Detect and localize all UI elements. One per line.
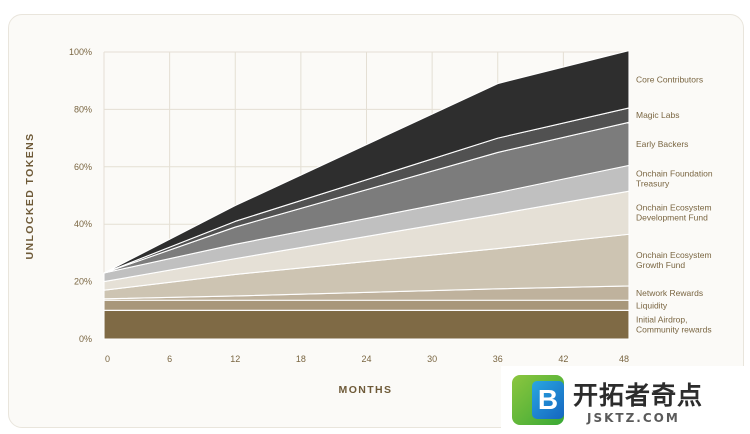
y-tick-label: 80% (74, 104, 92, 114)
y-tick-label: 20% (74, 277, 92, 287)
legend-label: Network Rewards (636, 288, 703, 298)
x-tick-label: 30 (427, 354, 437, 364)
legend-label: Core Contributors (636, 74, 703, 84)
area-liquidity (103, 299, 630, 311)
area-initial-airdrop-community-rewards (103, 309, 630, 340)
x-tick-label: 12 (230, 354, 240, 364)
legend-label: Initial Airdrop, Community rewards (636, 315, 712, 335)
y-axis-title: UNLOCKED TOKENS (24, 133, 36, 260)
legend: Initial Airdrop, Community rewards Liquidi… (636, 74, 713, 334)
legend-label: Liquidity (636, 300, 668, 310)
legend-label: Magic Labs (636, 110, 679, 120)
x-tick-label: 0 (105, 354, 110, 364)
x-tick-label: 36 (493, 354, 503, 364)
y-tick-label: 40% (74, 219, 92, 229)
watermark-title: 开拓者奇点 (573, 381, 704, 410)
y-tick-labels: 0% 20% 40% 60% 80% 100% (69, 47, 92, 344)
legend-label: Onchain Ecosystem Development Fund (636, 203, 712, 223)
y-tick-label: 100% (69, 47, 92, 57)
watermark: B 开拓者奇点 JSKTZ.COM (501, 366, 750, 434)
x-tick-label: 48 (619, 354, 629, 364)
x-tick-labels: 0 6 12 18 24 30 36 42 48 (105, 354, 629, 364)
y-tick-label: 60% (74, 162, 92, 172)
legend-label: Onchain Ecosystem Growth Fund (636, 250, 712, 270)
y-tick-label: 0% (79, 334, 92, 344)
x-tick-label: 6 (167, 354, 172, 364)
watermark-logo-letter: B (532, 381, 564, 419)
area-core-contributors (103, 50, 630, 274)
x-axis-title: MONTHS (339, 384, 393, 396)
x-tick-label: 18 (296, 354, 306, 364)
watermark-logo-icon: B (512, 375, 564, 425)
x-tick-label: 42 (558, 354, 568, 364)
x-tick-label: 24 (361, 354, 371, 364)
legend-label: Onchain Foundation Treasury (636, 168, 713, 188)
area-series (103, 50, 630, 340)
legend-label: Early Backers (636, 139, 688, 149)
watermark-url: JSKTZ.COM (587, 411, 680, 425)
